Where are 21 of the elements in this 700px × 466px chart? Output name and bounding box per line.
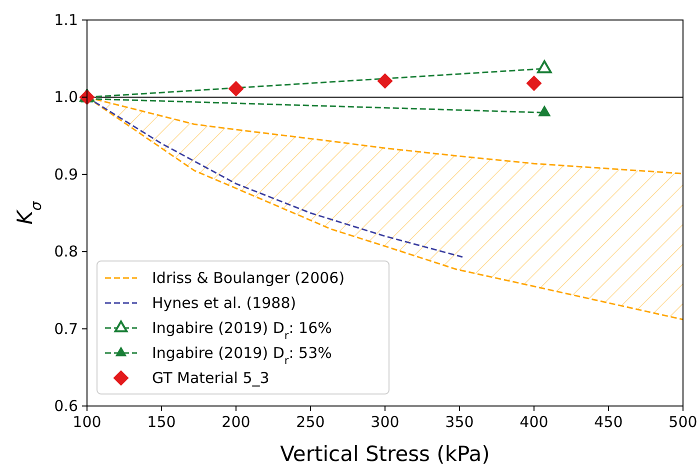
x-tick-label: 100 <box>72 413 102 431</box>
x-tick-label: 200 <box>222 413 250 431</box>
y-tick-label: 1.0 <box>54 88 78 106</box>
x-tick-label: 500 <box>668 413 698 431</box>
legend-label: Idriss & Boulanger (2006) <box>152 269 345 287</box>
x-tick-label: 400 <box>520 413 548 431</box>
y-tick-label: 0.6 <box>54 397 78 415</box>
x-axis-title: Vertical Stress (kPa) <box>280 442 490 466</box>
legend-label: Ingabire (2019) D$_{r}$: 53% <box>152 344 332 367</box>
y-tick-label: 1.1 <box>54 11 78 29</box>
x-tick-label: 300 <box>370 413 400 431</box>
legend-label: GT Material 5_3 <box>152 369 270 387</box>
legend-label: Ingabire (2019) D$_{r}$: 16% <box>152 319 332 342</box>
y-tick-label: 0.7 <box>54 320 78 338</box>
x-tick-label: 150 <box>147 413 176 431</box>
y-tick-label: 0.9 <box>54 165 78 184</box>
y-tick-label: 0.8 <box>54 242 78 261</box>
x-tick-label: 250 <box>296 413 325 431</box>
x-tick-label: 350 <box>445 413 474 431</box>
x-tick-label: 450 <box>594 413 623 431</box>
legend-label: Hynes et al. (1988) <box>152 294 296 312</box>
